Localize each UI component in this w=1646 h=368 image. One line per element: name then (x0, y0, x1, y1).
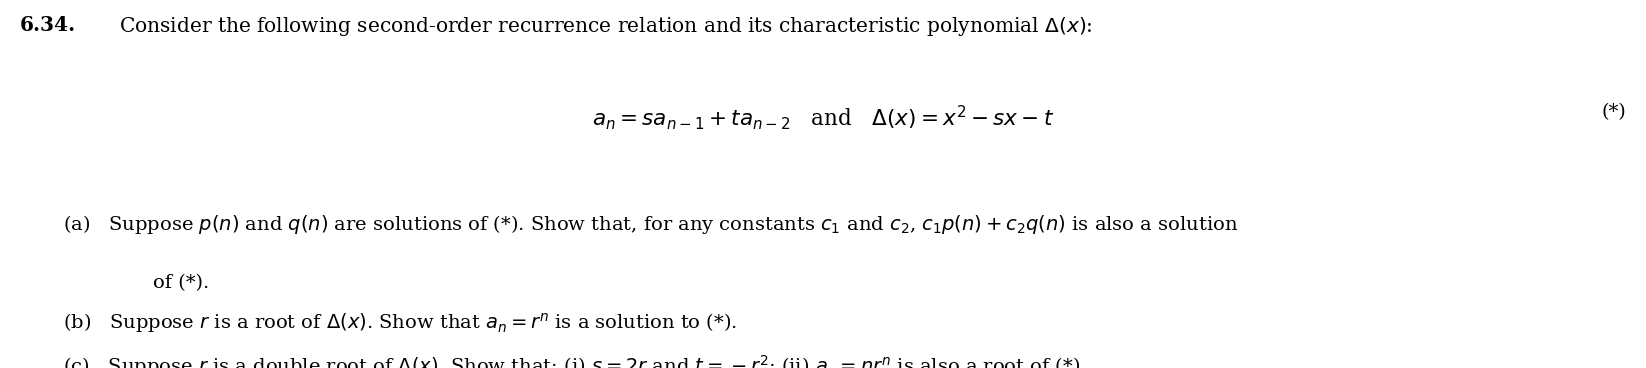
Text: (*): (*) (1602, 103, 1626, 121)
Text: (b)   Suppose $r$ is a root of $\Delta(x)$. Show that $a_n = r^n$ is a solution : (b) Suppose $r$ is a root of $\Delta(x)$… (63, 311, 737, 335)
Text: $a_n = sa_{n-1} + ta_{n-2}$   and   $\Delta(x) = x^2 - sx - t$: $a_n = sa_{n-1} + ta_{n-2}$ and $\Delta(… (593, 103, 1053, 132)
Text: Consider the following second-order recurrence relation and its characteristic p: Consider the following second-order recu… (119, 15, 1093, 38)
Text: 6.34.: 6.34. (20, 15, 76, 35)
Text: of (*).: of (*). (153, 274, 209, 292)
Text: (c)   Suppose $r$ is a double root of $\Delta(x)$. Show that: (i) $s = 2r$ and $: (c) Suppose $r$ is a double root of $\De… (63, 353, 1086, 368)
Text: (a)   Suppose $p(n)$ and $q(n)$ are solutions of (*). Show that, for any constan: (a) Suppose $p(n)$ and $q(n)$ are soluti… (63, 213, 1238, 237)
